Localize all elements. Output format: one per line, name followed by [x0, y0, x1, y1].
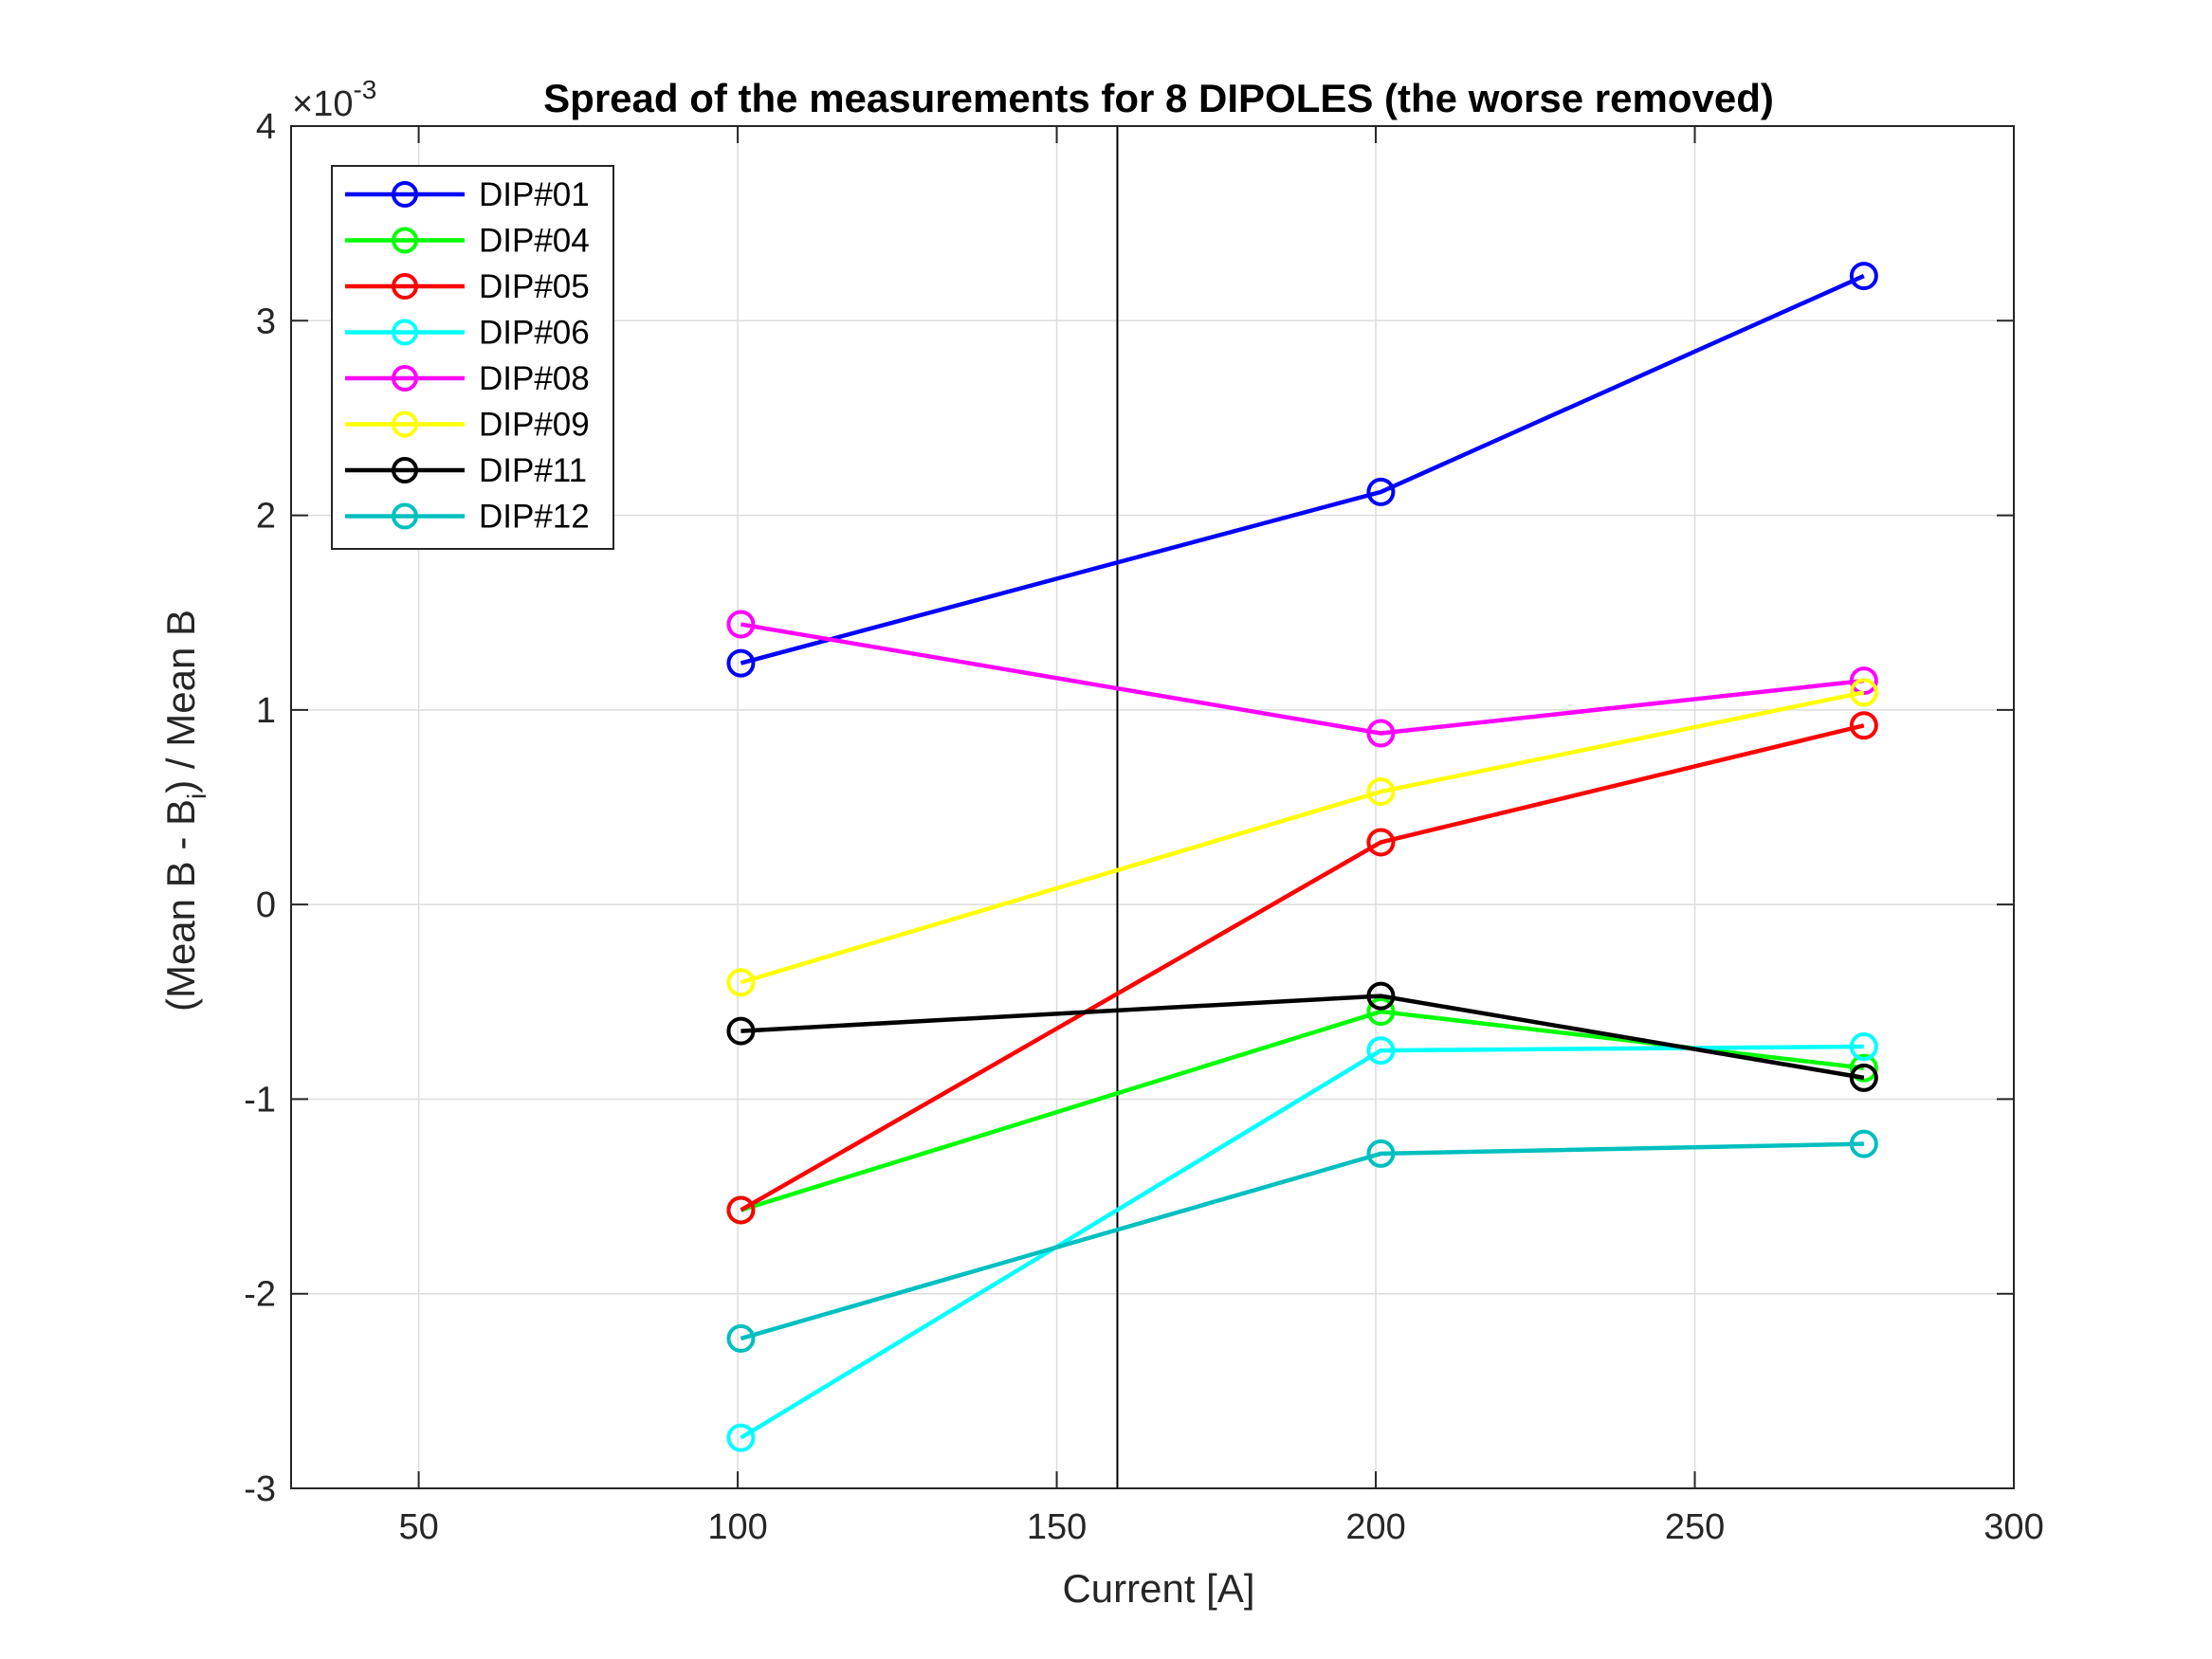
data-point — [726, 1195, 756, 1225]
legend-item: DIP#09 — [345, 407, 590, 444]
series-line — [740, 723, 1865, 1212]
chart-title: Spread of the measurements for 8 DIPOLES… — [543, 76, 1774, 120]
data-point — [1849, 262, 1878, 291]
y-tick-label: 2 — [256, 497, 276, 537]
x-tick-label: 50 — [398, 1507, 438, 1547]
legend-swatch-marker — [392, 273, 418, 300]
legend-box — [331, 165, 614, 550]
legend-swatch-marker — [392, 181, 418, 208]
series-line — [740, 1044, 1864, 1440]
legend-item: DIP#01 — [345, 176, 590, 213]
data-point — [1849, 711, 1878, 740]
series-DIP06 — [726, 1032, 1878, 1452]
data-point — [726, 1323, 756, 1353]
series-line — [740, 274, 1865, 665]
legend-swatch-marker — [392, 227, 418, 254]
data-point — [1849, 1129, 1878, 1158]
y-exponent-label: ×10-3 — [292, 75, 376, 124]
y-axis-label-main: (Mean B - B — [158, 799, 203, 1012]
series-DIP12 — [726, 1129, 1878, 1353]
y-axis-label: (Mean B - Bi) / Mean B — [158, 610, 211, 1012]
y-tick-label: -1 — [244, 1080, 276, 1120]
y-tick-label: -3 — [244, 1469, 276, 1509]
data-point — [726, 1423, 756, 1452]
series-line — [740, 622, 1865, 736]
axes-frame — [290, 125, 2015, 1489]
data-point — [1366, 719, 1396, 748]
data-point — [1366, 828, 1396, 857]
axes-box — [290, 125, 2015, 1489]
x-tick-label: 250 — [1665, 1507, 1725, 1547]
series-DIP11 — [726, 981, 1878, 1092]
legend-swatch-marker — [392, 319, 418, 346]
y-tick-label: 4 — [256, 107, 276, 147]
legend-item: DIP#11 — [345, 452, 587, 489]
legend-item: DIP#12 — [345, 499, 590, 536]
legend-label: DIP#06 — [479, 315, 590, 352]
legend-item: DIP#06 — [345, 315, 590, 352]
data-point — [1849, 1053, 1878, 1083]
data-point — [1366, 477, 1396, 506]
legend-label: DIP#04 — [479, 223, 590, 260]
legend-label: DIP#12 — [479, 499, 590, 536]
legend-swatch-marker — [392, 502, 418, 530]
data-point — [1849, 1032, 1878, 1062]
series-DIP05 — [726, 711, 1878, 1225]
data-point — [726, 968, 756, 997]
legend-label: DIP#09 — [479, 407, 590, 444]
y-tick-label: -2 — [244, 1275, 276, 1315]
data-point — [1366, 1036, 1396, 1066]
data-point — [726, 1016, 756, 1046]
legend-item: DIP#04 — [345, 223, 590, 260]
y-axis-label-subscript: i — [182, 793, 211, 799]
chart-legend: DIP#01 DIP#04 DIP#05 DIP#06 DIP#08 DIP#09 DIP#… — [331, 165, 614, 550]
data-point — [1366, 997, 1396, 1027]
legend-item: DIP#08 — [345, 360, 590, 397]
series-DIP08 — [726, 610, 1878, 748]
series-layer — [726, 262, 1878, 1452]
data-point — [1366, 981, 1396, 1011]
series-DIP09 — [726, 678, 1878, 997]
data-point — [726, 648, 756, 678]
series-line — [740, 994, 1865, 1081]
legend-label: DIP#11 — [479, 452, 587, 489]
x-tick-label: 100 — [707, 1507, 767, 1547]
series-DIP01 — [726, 262, 1878, 678]
series-line — [740, 1141, 1864, 1341]
legend-swatch-marker — [392, 457, 418, 483]
tick-labels: 50 100 150 200 250 300 -3 -2 -1 0 1 2 3 4 — [244, 107, 2044, 1547]
y-axis-label-tail: ) / Mean B — [158, 610, 203, 793]
legend-swatch-marker — [392, 410, 418, 438]
data-point — [1366, 777, 1396, 807]
data-point — [1849, 678, 1878, 707]
legend-label: DIP#01 — [479, 176, 590, 213]
y-tick-label: 0 — [256, 885, 276, 925]
series-line — [740, 690, 1865, 985]
legend-label: DIP#05 — [479, 268, 590, 305]
data-point — [1849, 1063, 1878, 1092]
y-exponent-base: ×10 — [292, 84, 353, 124]
data-point — [1366, 1139, 1396, 1168]
legend-swatch-marker — [392, 365, 418, 392]
x-tick-label: 150 — [1027, 1507, 1087, 1547]
x-axis-label: Current [A] — [1062, 1566, 1254, 1611]
data-point — [726, 610, 756, 639]
x-tick-label: 300 — [1983, 1507, 2043, 1547]
y-exponent-power: -3 — [353, 75, 376, 104]
y-tick-label: 1 — [256, 691, 276, 731]
legend-item: DIP#05 — [345, 268, 590, 305]
legend-label: DIP#08 — [479, 360, 590, 397]
y-tick-label: 3 — [256, 301, 276, 341]
x-tick-label: 200 — [1345, 1507, 1405, 1547]
